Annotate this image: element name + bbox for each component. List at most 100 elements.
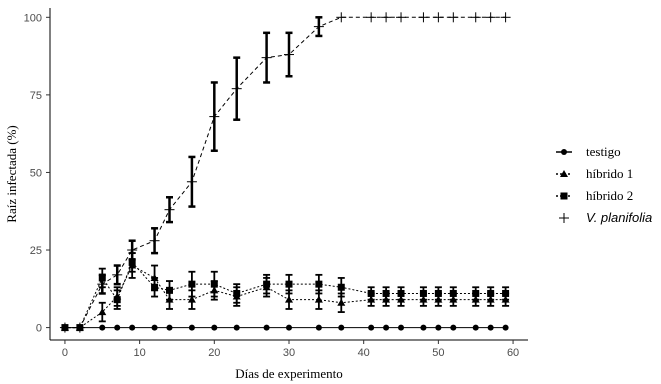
data-point — [263, 324, 270, 331]
data-point — [166, 324, 173, 331]
legend-item: V. planifolia — [559, 210, 652, 225]
data-point — [485, 12, 496, 23]
data-point — [99, 324, 106, 331]
data-point — [381, 12, 392, 23]
data-point — [286, 324, 292, 331]
data-point — [285, 280, 293, 288]
data-point — [501, 295, 510, 303]
legend-item: híbrido 2 — [556, 188, 633, 203]
data-point — [472, 324, 479, 331]
data-point — [433, 12, 444, 23]
data-point — [502, 324, 509, 331]
data-point — [470, 12, 481, 23]
data-point — [435, 324, 442, 331]
data-point — [315, 324, 322, 331]
data-point — [210, 286, 219, 294]
legend-label: híbrido 2 — [586, 188, 633, 203]
y-tick-label: 25 — [30, 245, 42, 257]
data-point — [164, 204, 175, 215]
data-point — [368, 324, 375, 331]
data-point — [434, 295, 443, 303]
data-point — [151, 324, 158, 331]
data-point — [500, 12, 511, 23]
data-point — [188, 324, 195, 331]
legend-label: V. planifolia — [586, 210, 652, 225]
x-tick-label: 60 — [507, 347, 519, 359]
data-point — [98, 274, 106, 282]
data-point — [233, 324, 240, 331]
data-point — [261, 52, 272, 63]
data-point — [129, 324, 136, 331]
plot-area — [59, 12, 511, 333]
data-point — [186, 176, 197, 187]
x-tick-label: 50 — [432, 347, 444, 359]
data-point — [336, 12, 347, 23]
data-point — [383, 324, 390, 331]
legend: testigo híbrido 1 híbrido 2 V. planifolia — [556, 144, 652, 225]
data-point — [231, 83, 242, 94]
x-tick-label: 30 — [283, 347, 295, 359]
data-point — [338, 324, 345, 331]
legend-marker — [559, 213, 569, 223]
y-tick-label: 100 — [24, 12, 42, 24]
legend-label: testigo — [586, 144, 621, 159]
x-tick-label: 20 — [208, 347, 220, 359]
series-0 — [61, 324, 509, 331]
y-tick-label: 75 — [30, 90, 42, 102]
data-point — [112, 269, 123, 280]
data-point — [113, 292, 122, 300]
data-point — [449, 295, 458, 303]
data-point — [418, 12, 429, 23]
data-point — [285, 295, 293, 303]
x-tick-label: 40 — [358, 347, 370, 359]
legend-item: testigo — [556, 144, 621, 159]
legend-marker — [561, 149, 567, 155]
data-point — [420, 324, 427, 331]
data-point — [471, 295, 480, 303]
data-point — [76, 324, 83, 331]
series-1 — [60, 252, 510, 331]
data-point — [232, 292, 241, 300]
data-point — [187, 295, 196, 303]
y-tick-label: 0 — [36, 323, 42, 335]
data-point — [367, 295, 376, 303]
data-point — [382, 295, 391, 303]
data-point — [314, 295, 323, 303]
data-point — [315, 280, 323, 288]
legend-label: híbrido 1 — [586, 166, 633, 181]
data-point — [188, 280, 196, 288]
data-point — [114, 324, 121, 331]
data-point — [419, 295, 428, 303]
data-point — [448, 12, 459, 23]
data-point — [149, 235, 160, 246]
data-point — [396, 12, 407, 23]
legend-marker — [560, 192, 568, 200]
data-point — [209, 111, 220, 122]
legend-marker — [560, 170, 568, 177]
data-point — [128, 261, 137, 269]
legend-item: híbrido 1 — [556, 166, 633, 181]
series-2 — [61, 252, 510, 332]
series-line — [64, 16, 506, 329]
data-point — [313, 21, 324, 32]
data-point — [486, 295, 495, 303]
data-point — [366, 12, 377, 23]
data-point — [150, 273, 159, 281]
data-point — [61, 324, 68, 331]
data-point — [487, 324, 494, 331]
data-point — [211, 324, 218, 331]
data-point — [337, 298, 346, 306]
data-point — [165, 295, 174, 303]
data-point — [397, 295, 406, 303]
x-tick-label: 0 — [62, 347, 68, 359]
x-tick-label: 10 — [134, 347, 146, 359]
data-point — [284, 49, 294, 60]
axes: 0 10 20 30 40 50 60 0 25 50 75 100 — [24, 8, 528, 359]
data-point — [450, 324, 457, 331]
x-axis-title: Días de experimento — [235, 366, 343, 381]
data-point — [98, 308, 107, 316]
y-tick-label: 50 — [30, 167, 42, 179]
y-axis-title: Raíz infectada (%) — [4, 125, 19, 222]
data-point — [337, 283, 345, 291]
